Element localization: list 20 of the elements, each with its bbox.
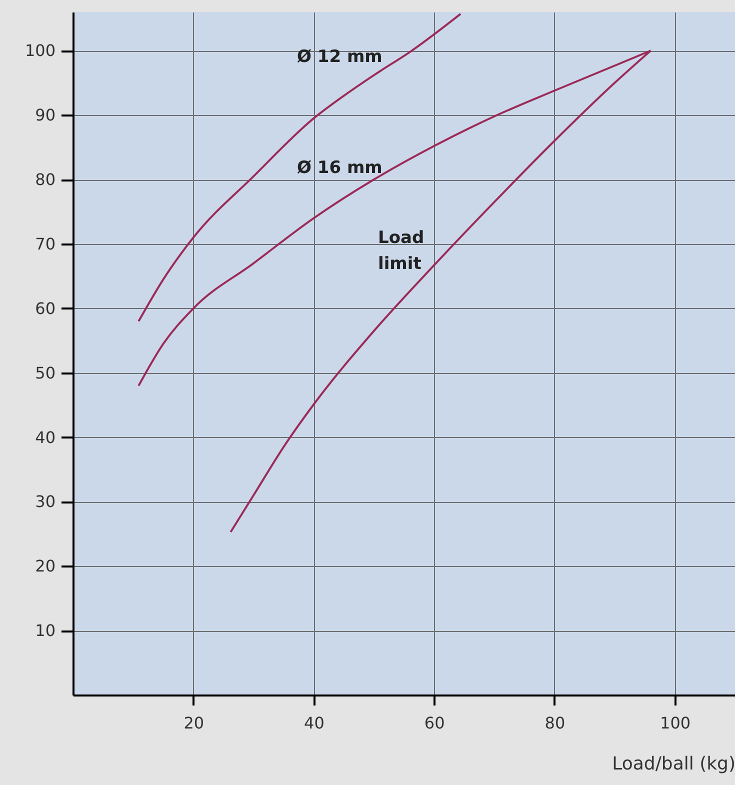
y-tick-label: 70	[35, 234, 56, 254]
line-series	[138, 12, 462, 322]
x-tick-label: 40	[304, 714, 324, 732]
y-tick-label: 100	[24, 41, 56, 60]
y-tick-label: 50	[35, 363, 56, 382]
y-tick-label: 90	[35, 106, 56, 125]
series-label: Load limit	[378, 228, 424, 274]
y-tick-label: 10	[35, 621, 56, 640]
y-tick-label: 20	[35, 556, 56, 576]
y-tick-label: 30	[35, 492, 56, 512]
x-tick-label: 100	[660, 714, 691, 732]
x-tick-label: 80	[544, 714, 566, 732]
x-tick-label: 60	[424, 714, 445, 732]
y-tick-label: 60	[35, 298, 56, 318]
series-label: Ø 16 mm	[297, 158, 382, 178]
x-tick-label: 20	[184, 714, 204, 732]
y-tick-label: 80	[35, 170, 56, 190]
y-tick-label: 40	[35, 428, 56, 447]
series-label: Ø 12 mm	[297, 47, 382, 67]
x-axis-title: Load/ball (kg)	[612, 754, 735, 774]
